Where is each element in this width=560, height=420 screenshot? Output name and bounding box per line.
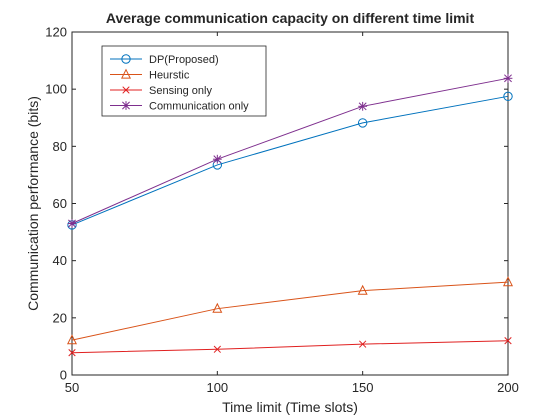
series-2 (68, 337, 512, 357)
legend-entry-3: Communication only (110, 101, 249, 113)
legend-label: Heurstic (149, 70, 190, 82)
series-line (71, 340, 509, 354)
data-point (357, 284, 368, 295)
marker-x-stroke (122, 86, 130, 94)
x-tick-label: 50 (65, 380, 79, 395)
marker-triangle (66, 334, 78, 345)
y-tick-label: 120 (45, 25, 67, 40)
series-line (71, 281, 509, 341)
legend-marker (121, 54, 131, 64)
legend-entry-0: DP(Proposed) (110, 54, 219, 66)
marker-triangle (120, 68, 132, 79)
legend-marker (121, 101, 131, 110)
marker-x-stroke (68, 349, 76, 357)
x-tick-label: 150 (352, 380, 374, 395)
y-tick-label: 100 (45, 82, 67, 97)
legend-entry-1: Heurstic (110, 68, 190, 82)
data-point (213, 345, 221, 353)
data-point (503, 73, 513, 83)
legend-entry-2: Sensing only (110, 85, 212, 97)
data-point (503, 91, 513, 102)
data-point (68, 349, 76, 357)
data-point (66, 334, 78, 345)
data-point (212, 154, 222, 164)
x-tick-label: 200 (497, 380, 519, 395)
legend-box (101, 45, 267, 117)
marker-circle (357, 118, 368, 128)
x-tick-label: 100 (206, 380, 228, 395)
legend: DP(Proposed) Heurstic Sensing only Communic… (101, 45, 267, 117)
chart-title: Average communication capacity on differ… (106, 10, 475, 26)
y-tick-label: 0 (60, 368, 67, 383)
marker-circle (503, 91, 513, 102)
legend-marker (120, 68, 132, 79)
marker-x-stroke (504, 337, 512, 345)
data-point (502, 276, 514, 287)
data-point (359, 340, 367, 348)
legend-label: Sensing only (149, 85, 212, 97)
series-1 (66, 276, 514, 345)
legend-marker (122, 86, 130, 94)
marker-x-stroke (359, 340, 367, 348)
data-point (504, 337, 512, 345)
data-point (212, 302, 223, 313)
series-line (71, 77, 509, 224)
y-axis-label: Communication performance (bits) (25, 96, 41, 311)
series-line (71, 95, 509, 226)
marker-circle (121, 54, 131, 64)
axis-ticks: 50 100 150 200 0 20 40 60 80 100 120 (45, 25, 519, 396)
series-3 (67, 73, 513, 228)
y-tick-label: 20 (53, 310, 67, 325)
y-tick-label: 40 (53, 253, 67, 268)
legend-label: DP(Proposed) (149, 54, 219, 66)
marker-triangle (357, 284, 368, 295)
data-point (67, 219, 77, 228)
x-axis-label: Time limit (Time slots) (222, 399, 358, 415)
legend-label: Communication only (149, 101, 249, 113)
data-point (358, 101, 368, 111)
marker-x-stroke (213, 345, 221, 353)
marker-triangle (502, 276, 514, 287)
series-layer (66, 73, 514, 357)
marker-triangle (212, 302, 223, 313)
y-tick-label: 60 (53, 196, 67, 211)
y-tick-label: 80 (53, 139, 67, 154)
data-point (357, 118, 368, 128)
